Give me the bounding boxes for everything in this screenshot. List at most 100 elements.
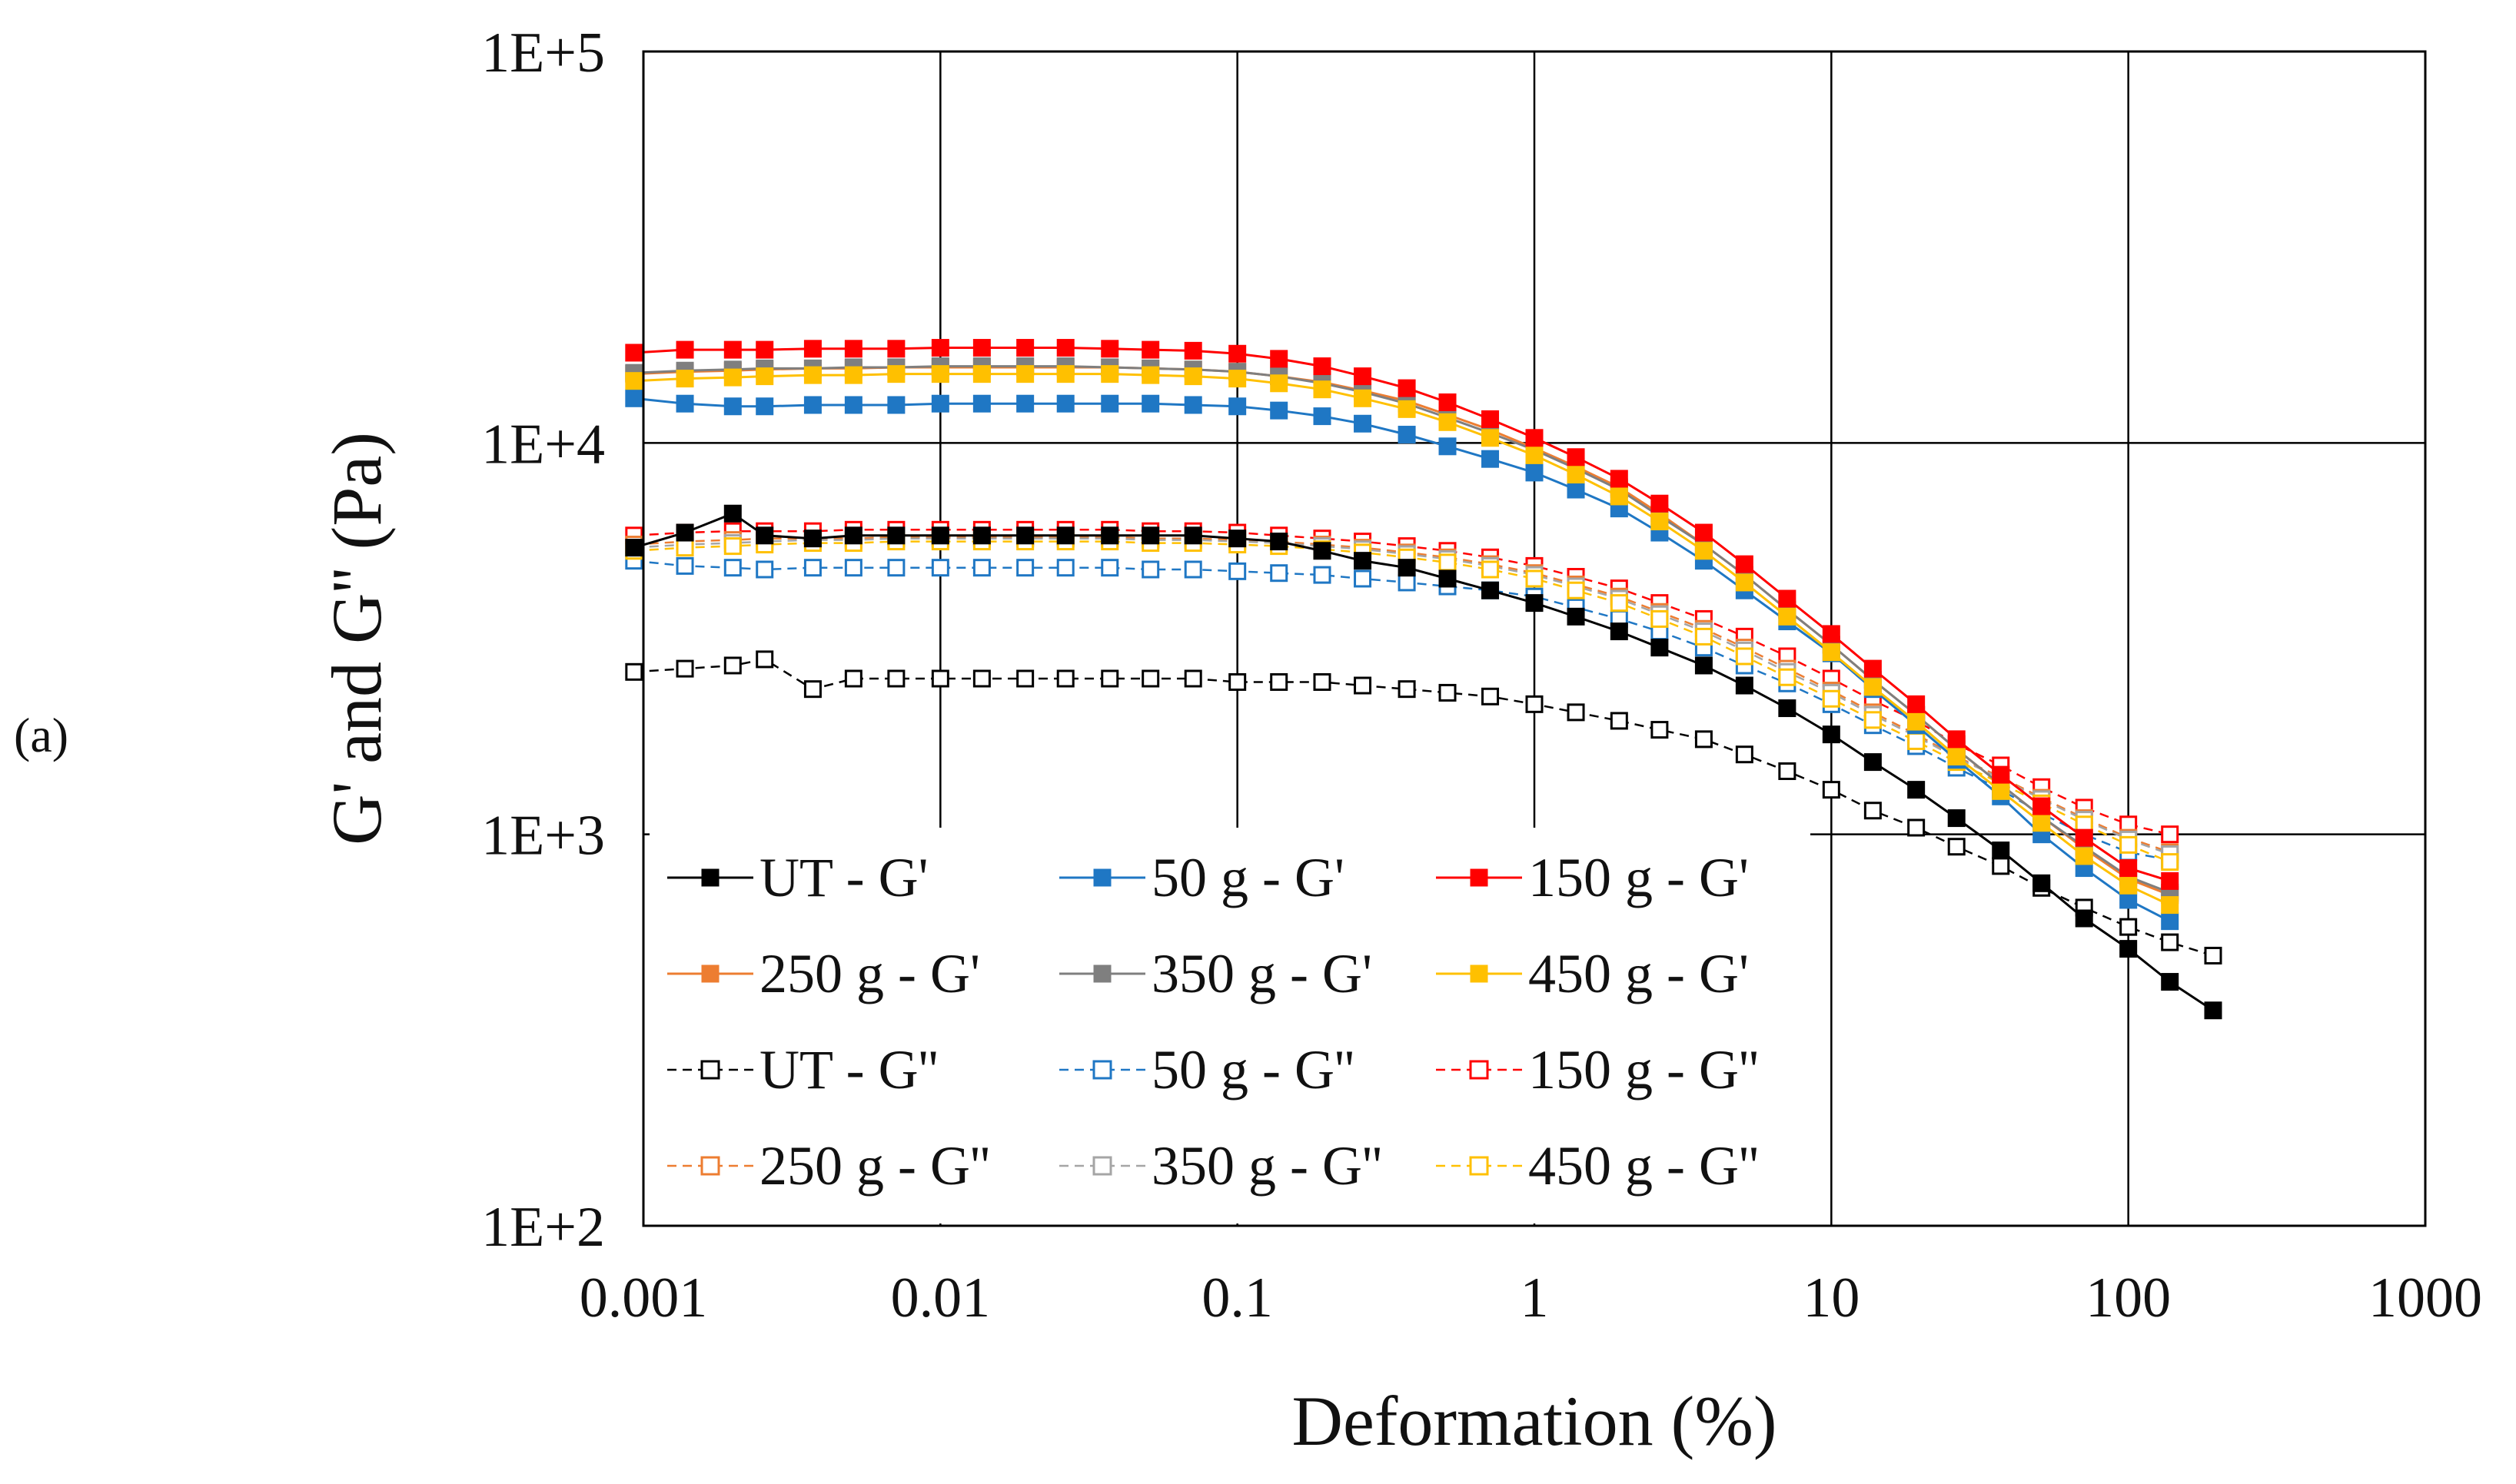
data-point [803, 530, 822, 548]
data-point [1313, 566, 1331, 584]
y-axis-title: G' and G'' (Pa) [317, 432, 396, 845]
data-point [844, 396, 862, 414]
x-tick-label: 0.001 [580, 1267, 708, 1330]
series-0 [625, 504, 2222, 1020]
data-point [844, 366, 862, 384]
data-point [2161, 853, 2179, 871]
data-point [1101, 394, 1119, 413]
y-tick-label: 1E+3 [481, 805, 605, 868]
data-point [1438, 437, 1457, 456]
data-point [1398, 400, 1416, 418]
legend-marker [1470, 964, 1488, 983]
data-point [1907, 818, 1926, 837]
legend-item: 450 g - G'' [1436, 1135, 1759, 1197]
legend-marker [1469, 1060, 1489, 1080]
data-point [723, 504, 742, 523]
legend-marker [1092, 1060, 1112, 1080]
legend-label: 350 g - G'' [1152, 1135, 1382, 1197]
legend-item: 450 g - G' [1436, 943, 1749, 1004]
data-point [1610, 622, 1628, 641]
data-point [1398, 379, 1416, 397]
data-point [1525, 594, 1544, 613]
data-point [1354, 552, 1372, 570]
data-point [1992, 857, 2010, 875]
x-tick-label: 1000 [2368, 1267, 2482, 1330]
data-point [1610, 487, 1628, 506]
data-point [803, 680, 822, 699]
data-point [1525, 695, 1544, 713]
data-point [756, 397, 774, 416]
data-point [844, 669, 862, 688]
data-point [1735, 555, 1753, 573]
data-point [1228, 562, 1247, 580]
panel-label: (a) [14, 708, 69, 762]
data-point [1947, 730, 1966, 749]
y-tick-label: 1E+5 [481, 22, 605, 85]
legend-label: 50 g - G'' [1152, 1039, 1354, 1101]
data-point [1481, 429, 1500, 447]
data-point [803, 340, 822, 358]
data-point [723, 397, 742, 416]
data-point [2075, 828, 2093, 847]
data-point [1863, 802, 1882, 820]
data-point [1142, 366, 1160, 384]
legend-item: UT - G' [667, 847, 929, 908]
data-point [1056, 365, 1075, 383]
data-point [1270, 564, 1288, 583]
legend-label: 50 g - G' [1152, 847, 1344, 908]
data-point [1184, 669, 1202, 688]
data-point [1270, 672, 1288, 691]
data-point [676, 659, 694, 678]
legend-background [650, 828, 1810, 1223]
data-point [1016, 339, 1035, 357]
data-point [1822, 689, 1840, 708]
data-point [625, 344, 643, 362]
data-point [1650, 609, 1669, 628]
data-point [1016, 669, 1035, 688]
data-point [1313, 542, 1331, 560]
x-tick-label: 100 [2086, 1267, 2171, 1330]
data-point [1228, 397, 1247, 416]
legend-marker [700, 1060, 720, 1080]
data-point [1016, 394, 1035, 413]
data-point [931, 526, 949, 545]
data-point [1907, 695, 1926, 713]
data-point [676, 340, 694, 359]
data-point [1694, 523, 1713, 542]
data-point [1142, 526, 1160, 545]
data-point [1694, 627, 1713, 646]
data-point [1947, 809, 1966, 828]
data-point [1184, 526, 1202, 545]
x-tick-label: 0.1 [1201, 1267, 1273, 1330]
data-point [625, 662, 643, 681]
data-point [1481, 687, 1500, 705]
data-point [1101, 526, 1119, 545]
data-point [887, 669, 906, 688]
data-point [2204, 1001, 2222, 1020]
data-point [1481, 450, 1500, 468]
legend-item: 250 g - G'' [667, 1135, 990, 1197]
data-point [2119, 918, 2138, 936]
data-point [756, 560, 774, 579]
data-point [1822, 625, 1840, 643]
data-point [1567, 703, 1585, 722]
data-point [1863, 659, 1882, 678]
data-point [1398, 559, 1416, 577]
data-point [931, 394, 949, 413]
data-point [1694, 542, 1713, 560]
data-point [2161, 825, 2179, 844]
data-point [1354, 367, 1372, 386]
data-point [1354, 676, 1372, 695]
data-point [931, 339, 949, 357]
legend-marker [1093, 868, 1112, 887]
data-point [887, 396, 906, 414]
legend-item: 250 g - G' [667, 943, 980, 1004]
data-point [1650, 513, 1669, 531]
data-point [1016, 526, 1035, 545]
data-point [1525, 446, 1544, 464]
data-point [1184, 560, 1202, 579]
data-point [2119, 859, 2138, 878]
data-point [1778, 762, 1796, 780]
